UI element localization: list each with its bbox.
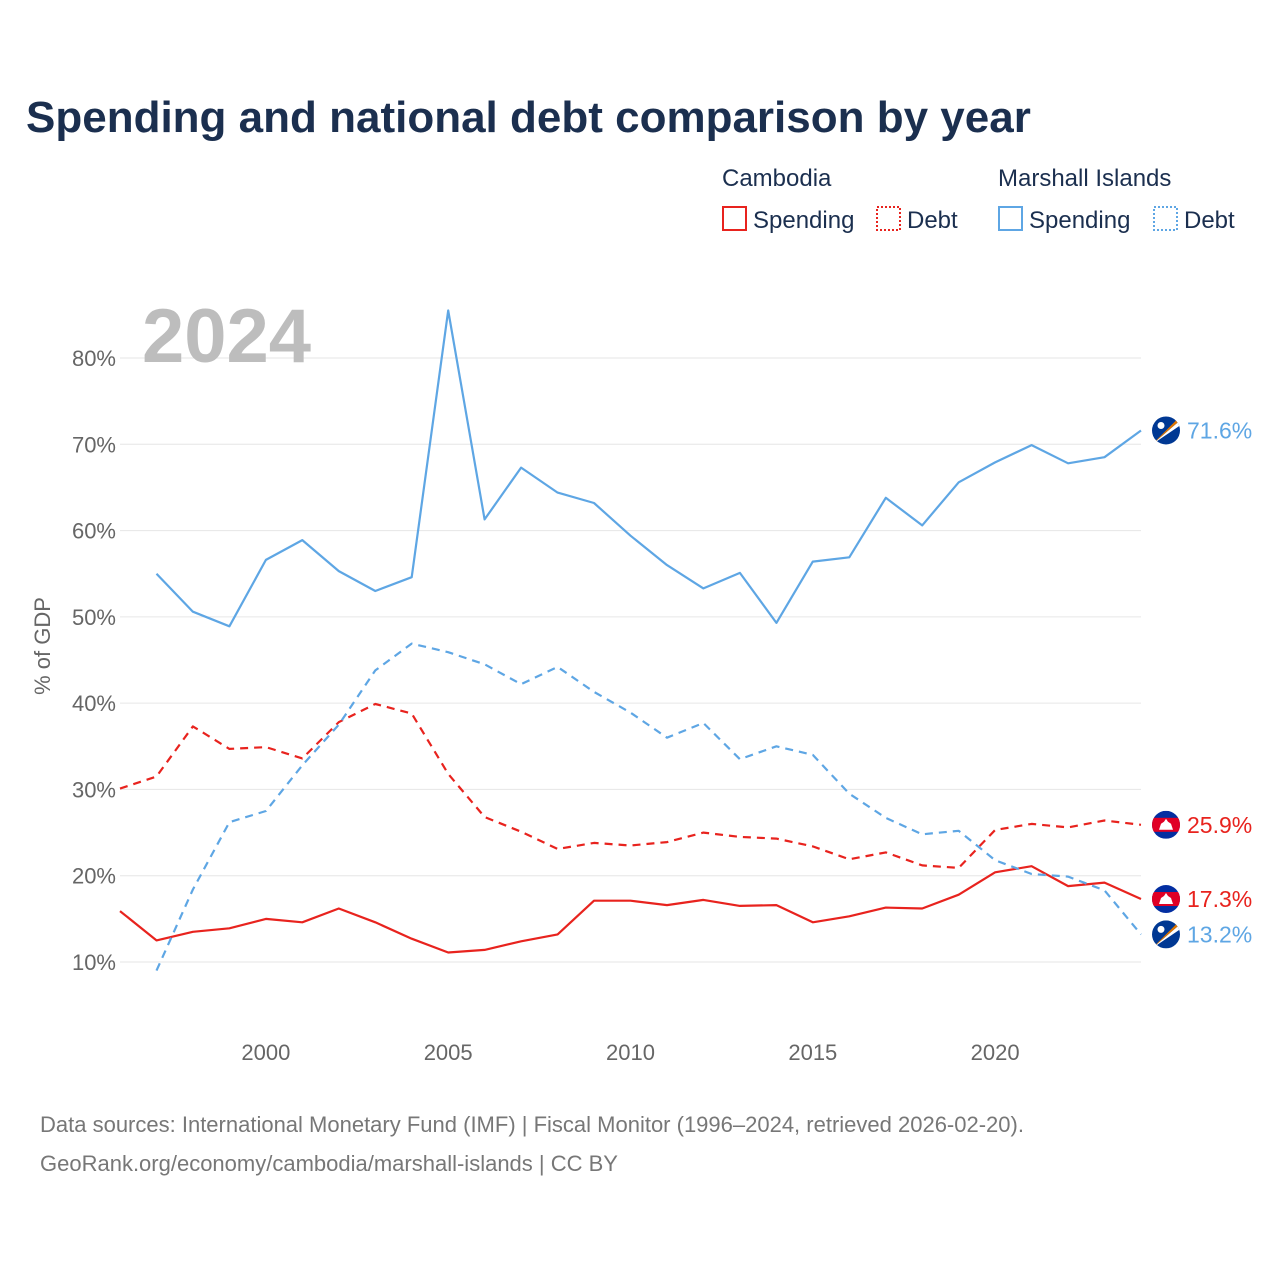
legend-group-cambodia: Cambodia <box>722 165 832 192</box>
y-tick-label: 70% <box>72 432 116 457</box>
legend-label-cambodia-debt: Debt <box>907 207 958 234</box>
source-line-1: Data sources: International Monetary Fun… <box>40 1112 1024 1137</box>
y-tick-label: 60% <box>72 519 116 544</box>
marshall-islands-flag-icon <box>1152 416 1180 445</box>
chart-title: Spending and national debt comparison by… <box>26 93 1031 142</box>
gridlines <box>120 357 1141 963</box>
legend-label-marshall-debt: Debt <box>1184 207 1235 234</box>
series-lines <box>119 309 1142 972</box>
series-line-cambodia-spending <box>119 865 1142 954</box>
legend-group-marshall-islands: Marshall Islands <box>998 165 1171 192</box>
legend-swatch-cambodia-debt <box>876 206 901 231</box>
y-axis-ticks: 10% 20% 30% 40% 50% 60% 70% 80% <box>72 346 116 975</box>
end-value-label: 13.2% <box>1187 921 1252 947</box>
legend-label-cambodia-spending: Spending <box>753 207 854 234</box>
cambodia-flag-icon <box>1152 810 1180 839</box>
y-tick-label: 80% <box>72 346 116 371</box>
legend-swatch-cambodia-spending <box>722 206 747 231</box>
legend-swatch-marshall-debt <box>1153 206 1178 231</box>
y-tick-label: 10% <box>72 950 116 975</box>
end-value-label: 25.9% <box>1187 812 1252 838</box>
y-tick-label: 20% <box>72 864 116 889</box>
legend-label-marshall-spending: Spending <box>1029 207 1130 234</box>
y-tick-label: 30% <box>72 777 116 802</box>
legend-swatch-marshall-spending <box>998 206 1023 231</box>
x-axis-ticks: 2000 2005 2010 2015 2020 <box>241 1040 1019 1065</box>
cambodia-flag-icon <box>1152 885 1180 914</box>
legend: Cambodia Spending Debt Marshall Islands … <box>722 165 1235 234</box>
series-line-marshall-islands-debt <box>155 642 1142 972</box>
series-line-cambodia-debt <box>119 702 1142 870</box>
source-line-2: GeoRank.org/economy/cambodia/marshall-is… <box>40 1151 618 1176</box>
x-tick-label: 2000 <box>241 1040 290 1065</box>
series-line-marshall-islands-spending <box>155 309 1142 628</box>
y-tick-label: 50% <box>72 605 116 630</box>
x-tick-label: 2020 <box>971 1040 1020 1065</box>
end-value-label: 17.3% <box>1187 886 1252 912</box>
end-markers: 17.3% 25.9% 71.6% 13.2% <box>1152 416 1252 949</box>
year-watermark: 2024 <box>142 294 311 379</box>
end-value-label: 71.6% <box>1187 417 1252 443</box>
x-tick-label: 2010 <box>606 1040 655 1065</box>
x-tick-label: 2005 <box>424 1040 473 1065</box>
x-tick-label: 2015 <box>788 1040 837 1065</box>
y-axis-label: % of GDP <box>30 597 55 695</box>
marshall-islands-flag-icon <box>1152 920 1180 949</box>
y-tick-label: 40% <box>72 691 116 716</box>
